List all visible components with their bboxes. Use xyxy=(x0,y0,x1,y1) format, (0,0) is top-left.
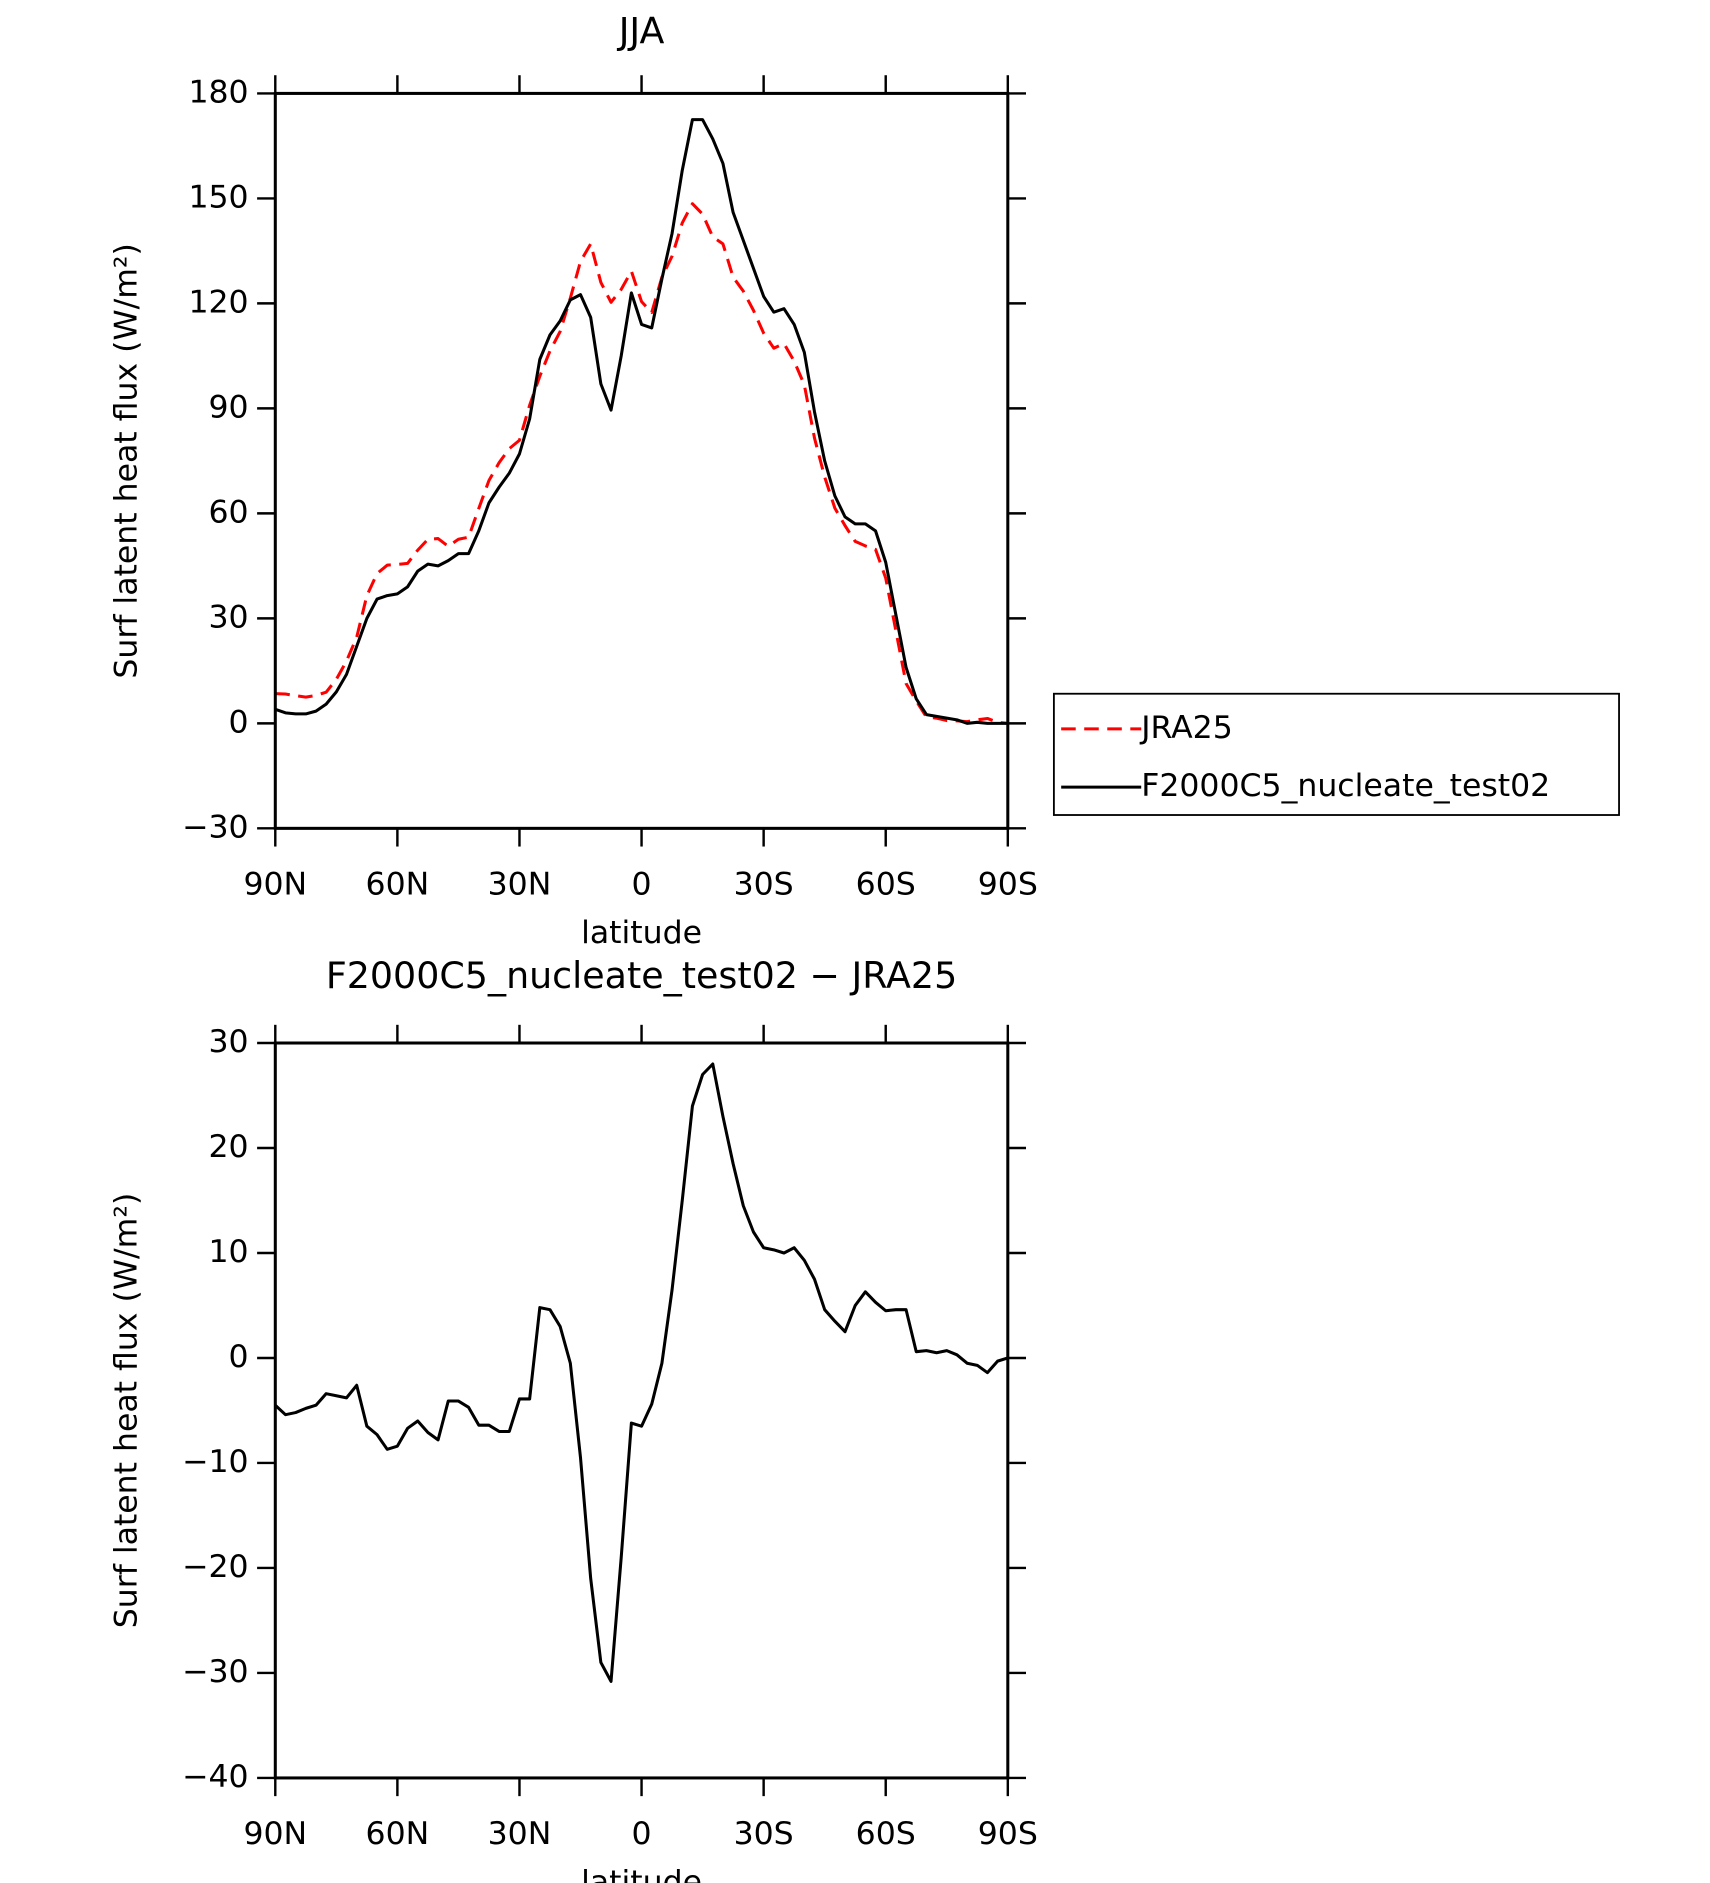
x-axis-label: latitude xyxy=(581,915,702,951)
y-tick-label: 60 xyxy=(209,494,249,530)
y-tick-label: 30 xyxy=(209,1024,249,1060)
y-tick-label: 10 xyxy=(209,1234,249,1270)
y-tick-label: −30 xyxy=(182,1654,249,1690)
data-line xyxy=(275,202,1008,725)
chart-title: JJA xyxy=(617,9,665,52)
y-tick-label: −30 xyxy=(182,809,249,845)
legend-box xyxy=(1052,692,1620,816)
x-tick-label: 60S xyxy=(856,866,916,902)
y-tick-label: 150 xyxy=(188,179,248,215)
x-tick-label: 30N xyxy=(488,1816,552,1852)
x-tick-label: 0 xyxy=(632,866,652,902)
y-tick-label: 0 xyxy=(229,704,249,740)
y-tick-label: 180 xyxy=(188,74,248,110)
y-axis-label: Surf latent heat flux (W/m²) xyxy=(108,1193,144,1628)
y-tick-label: 120 xyxy=(188,284,248,320)
data-line xyxy=(274,118,1008,725)
plot-frame xyxy=(273,91,1010,830)
y-tick-label: 30 xyxy=(209,599,249,635)
x-tick-label: 60S xyxy=(856,1816,916,1852)
data-line xyxy=(274,1062,1009,1683)
chart-title: F2000C5_nucleate_test02 − JRA25 xyxy=(326,954,957,997)
y-tick-label: 20 xyxy=(209,1129,249,1165)
y-tick-label: 90 xyxy=(209,389,249,425)
y-tick-label: −20 xyxy=(182,1549,249,1585)
y-tick-label: 0 xyxy=(229,1339,249,1375)
x-tick-label: 60N xyxy=(366,1816,430,1852)
x-tick-label: 30N xyxy=(488,866,552,902)
x-tick-label: 30S xyxy=(734,1816,794,1852)
y-tick-label: −40 xyxy=(182,1759,249,1795)
legend-label: F2000C5_nucleate_test02 xyxy=(1141,768,1550,804)
x-tick-label: 60N xyxy=(366,866,430,902)
x-tick-label: 30S xyxy=(734,866,794,902)
x-tick-label: 0 xyxy=(632,1816,652,1852)
x-axis-label: latitude xyxy=(581,1864,702,1883)
x-tick-label: 90S xyxy=(978,866,1038,902)
plot-frame xyxy=(273,1041,1010,1780)
y-axis-label: Surf latent heat flux (W/m²) xyxy=(108,243,144,678)
legend-label: JRA25 xyxy=(1139,710,1233,746)
x-tick-label: 90S xyxy=(978,1816,1038,1852)
y-tick-label: −10 xyxy=(182,1444,249,1480)
x-tick-label: 90N xyxy=(243,1816,307,1852)
x-tick-label: 90N xyxy=(243,866,307,902)
